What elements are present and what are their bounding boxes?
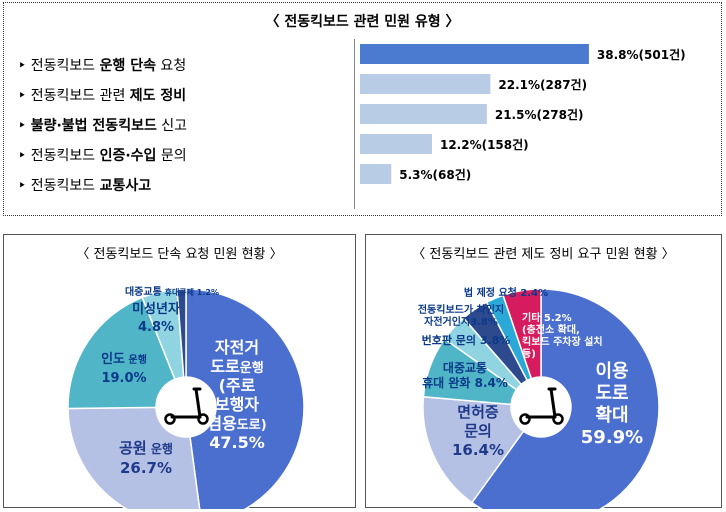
regulation-request-panel: 〈 전동킥보드 관련 제도 정비 요구 민원 현황 〉 이용 도로 확대 59.9% 면… [365, 234, 722, 509]
item-text-pre: 전동킥보드 [30, 178, 100, 194]
slice-label: 문의 [464, 422, 492, 440]
bullet-marker: ‣ [18, 88, 31, 104]
bar-value-label: 12.2%(158건) [440, 137, 529, 152]
slice-label: 기타 5.2% [522, 311, 572, 324]
slice-label: 등) [522, 348, 536, 360]
donut-slice [67, 296, 176, 410]
slice-label: 16.4% [452, 441, 504, 459]
item-text-pre: 전동킥보드 [30, 148, 100, 164]
bar-value-label: 21.5%(278건) [495, 107, 584, 122]
slice-label: 면허증 [457, 403, 499, 421]
complaint-type-panel: 〈 전동킥보드 관련 민원 유형 〉 ‣ 전동킥보드 운행 단속 요청 ‣ 전동킥… [3, 2, 722, 216]
complaint-type-item: ‣ 전동킥보드 인증·수입 문의 [18, 141, 187, 171]
bar-value-label: 22.1%(287건) [498, 77, 587, 92]
complaint-type-list: ‣ 전동킥보드 운행 단속 요청 ‣ 전동킥보드 관련 제도 정비 ‣ 불량·불법 … [18, 51, 187, 201]
slice-label: 59.9% [581, 427, 643, 448]
bar-1 [360, 44, 589, 64]
item-text-bold: 제도 정비 [129, 88, 187, 104]
slice-label: 4.8% [138, 320, 174, 335]
slice-label: 미성년자 [132, 301, 180, 317]
bar-value-label: 38.8%(501건) [597, 47, 686, 62]
enforcement-request-panel: 〈 전동킥보드 단속 요청 민원 현황 〉 자전거 도로운행 (주로 보행자 겸용도로)… [3, 234, 356, 509]
donut-slice [185, 288, 305, 509]
slice-label: (충전소 확대, [522, 323, 580, 336]
item-text-bold: 교통사고 [99, 178, 152, 194]
slice-label: 공원 운행 [119, 439, 173, 457]
bar-4 [360, 134, 432, 154]
bar-2 [360, 74, 491, 94]
slice-label: 26.7% [120, 459, 172, 477]
item-text-post: 요청 [155, 58, 187, 74]
bullet-marker: ‣ [18, 148, 31, 164]
scooter-icon [519, 387, 564, 425]
slice-label: 도로운행 [210, 357, 263, 376]
item-text-bold: 불량·불법 전동킥보드 [30, 118, 157, 134]
bullet-marker: ‣ [18, 58, 31, 74]
complaint-type-bar-chart: 38.8%(501건) 22.1%(287건) 21.5%(278건) 12.2%(1… [360, 44, 686, 184]
bar-value-label: 5.3%(68건) [399, 167, 471, 182]
regulation-request-title: 〈 전동킥보드 관련 제도 정비 요구 민원 현황 〉 [412, 247, 675, 262]
slice-label: 자전거인지3.8% [424, 315, 498, 328]
slice-label: 전동킥보드가 차인지 [418, 303, 504, 316]
slice-label: 번호판 문의 3.8% [422, 333, 511, 347]
enforcement-request-title: 〈 전동킥보드 단속 요청 민원 현황 〉 [76, 247, 283, 262]
item-text-pre: 전동킥보드 [30, 58, 100, 74]
slice-label: 대중교통 [443, 360, 487, 375]
item-text-post: 문의 [156, 148, 187, 164]
slice-label: 확대 [595, 405, 628, 426]
slice-label: 보행자 [215, 395, 259, 414]
item-text-pre: 전동킥보드 관련 [30, 88, 130, 104]
slice-label: 대중교통 휴대규제 1.2% [125, 285, 219, 298]
bullet-marker: ‣ [18, 178, 31, 194]
bullet-marker: ‣ [18, 118, 31, 134]
slice-label: 법 제정 요청 2.4% [464, 286, 548, 299]
donut-center [511, 377, 571, 437]
complaint-type-item: ‣ 전동킥보드 교통사고 [18, 171, 187, 201]
slice-label: 도로 [595, 383, 628, 404]
slice-label: 자전거 [215, 338, 259, 357]
item-text-bold: 인증·수입 [99, 148, 157, 164]
item-text-post: 신고 [156, 118, 188, 134]
complaint-type-item: ‣ 전동킥보드 관련 제도 정비 [18, 81, 187, 111]
slice-label: 킥보드 주차장 설치 [522, 335, 603, 348]
slice-label: 이용 [595, 361, 628, 382]
slice-label: 19.0% [101, 371, 146, 386]
complaint-type-title: 〈 전동킥보드 관련 민원 유형 〉 [265, 14, 460, 30]
slice-label: 휴대 완화 8.4% [422, 375, 508, 390]
complaint-type-item: ‣ 불량·불법 전동킥보드 신고 [18, 111, 187, 141]
slice-label: 47.5% [209, 433, 265, 452]
slice-label: (주로 [219, 376, 256, 395]
chart-divider [354, 39, 355, 209]
item-text-bold: 운행 단속 [99, 58, 156, 74]
bar-3 [360, 104, 487, 124]
slice-label: 인도 운행 [101, 351, 147, 367]
complaint-type-item: ‣ 전동킥보드 운행 단속 요청 [18, 51, 187, 81]
bar-5 [360, 164, 392, 184]
scooter-icon [164, 387, 209, 425]
slice-label: 겸용도로) [207, 414, 266, 433]
